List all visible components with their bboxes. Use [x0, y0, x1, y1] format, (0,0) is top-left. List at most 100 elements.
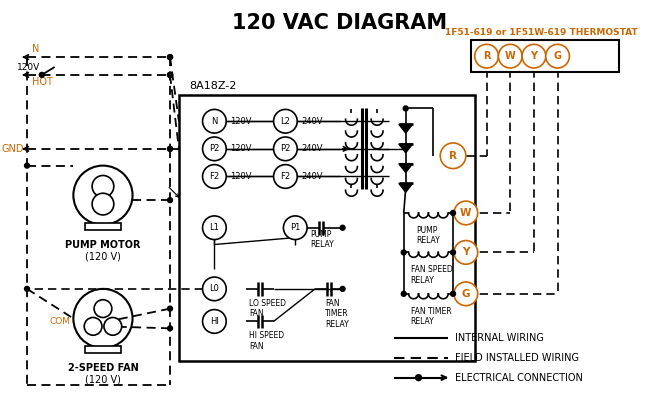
Text: HI: HI [210, 317, 219, 326]
Circle shape [25, 287, 29, 291]
Circle shape [202, 216, 226, 240]
Text: 120V: 120V [230, 145, 252, 153]
Text: Y: Y [462, 247, 470, 257]
Text: L0: L0 [89, 323, 97, 329]
Text: 240V: 240V [302, 172, 323, 181]
Text: P1: P1 [290, 223, 300, 232]
Circle shape [440, 143, 466, 168]
Text: L1: L1 [210, 223, 219, 232]
Text: G: G [553, 51, 561, 61]
Text: HI: HI [109, 323, 117, 329]
Circle shape [340, 287, 345, 291]
Polygon shape [399, 144, 413, 153]
Circle shape [451, 291, 456, 296]
Circle shape [202, 137, 226, 160]
Text: P2: P2 [280, 145, 291, 153]
Circle shape [74, 289, 133, 348]
Circle shape [498, 44, 522, 68]
Circle shape [168, 326, 172, 331]
Circle shape [94, 300, 112, 318]
Circle shape [40, 72, 44, 78]
Text: FAN SPEED
RELAY: FAN SPEED RELAY [411, 265, 452, 285]
Circle shape [202, 109, 226, 133]
Circle shape [273, 165, 297, 188]
Text: R: R [483, 51, 490, 61]
Text: INTERNAL WIRING: INTERNAL WIRING [455, 333, 544, 343]
Circle shape [273, 137, 297, 160]
Text: 240V: 240V [302, 145, 323, 153]
Text: Y: Y [531, 51, 537, 61]
Text: GND: GND [1, 144, 24, 154]
Circle shape [403, 106, 408, 111]
Text: HOT: HOT [32, 77, 53, 87]
Circle shape [168, 54, 172, 59]
Circle shape [92, 176, 114, 197]
Text: COM: COM [50, 317, 70, 326]
Text: 1F51-619 or 1F51W-619 THERMOSTAT: 1F51-619 or 1F51W-619 THERMOSTAT [446, 28, 638, 37]
Circle shape [168, 72, 172, 78]
Text: HI SPEED
FAN: HI SPEED FAN [249, 331, 284, 351]
Text: 2-SPEED FAN: 2-SPEED FAN [68, 363, 138, 373]
Text: 240V: 240V [302, 117, 323, 126]
Text: PUMP MOTOR: PUMP MOTOR [65, 240, 141, 250]
Text: R: R [449, 151, 457, 161]
Text: F2: F2 [209, 172, 220, 181]
Circle shape [283, 216, 307, 240]
Text: ELECTRICAL CONNECTION: ELECTRICAL CONNECTION [455, 372, 583, 383]
Text: 120V: 120V [17, 64, 40, 72]
Text: 120V: 120V [230, 172, 252, 181]
Polygon shape [399, 184, 413, 192]
Circle shape [340, 225, 345, 230]
Circle shape [202, 310, 226, 333]
Circle shape [522, 44, 546, 68]
Bar [179, 95, 475, 361]
Text: W: W [505, 51, 516, 61]
Circle shape [25, 163, 29, 168]
Bar [471, 40, 618, 72]
Circle shape [401, 291, 406, 296]
Bar [85, 223, 121, 230]
Text: P2: P2 [209, 145, 220, 153]
Text: FIELD INSTALLED WIRING: FIELD INSTALLED WIRING [455, 353, 579, 363]
Circle shape [454, 201, 478, 225]
Text: (120 V): (120 V) [85, 251, 121, 261]
Circle shape [202, 277, 226, 301]
Polygon shape [399, 124, 413, 133]
Circle shape [454, 241, 478, 264]
Circle shape [168, 72, 172, 78]
Text: N: N [211, 117, 218, 126]
Text: PUMP
RELAY: PUMP RELAY [310, 230, 334, 249]
Circle shape [401, 250, 406, 255]
Circle shape [454, 282, 478, 305]
Circle shape [84, 318, 102, 335]
Circle shape [168, 54, 172, 59]
Circle shape [104, 318, 122, 335]
Circle shape [92, 193, 114, 215]
Circle shape [168, 198, 172, 203]
Circle shape [546, 44, 570, 68]
Text: W: W [460, 208, 472, 218]
Text: L0: L0 [210, 285, 219, 293]
Text: 120V: 120V [230, 117, 252, 126]
Text: 120 VAC DIAGRAM: 120 VAC DIAGRAM [232, 13, 447, 33]
Bar [85, 346, 121, 353]
Circle shape [451, 250, 456, 255]
Text: LO SPEED
FAN: LO SPEED FAN [249, 299, 286, 318]
Text: L2: L2 [281, 117, 290, 126]
Text: N: N [32, 44, 40, 54]
Text: (120 V): (120 V) [85, 375, 121, 385]
Circle shape [168, 306, 172, 311]
Text: FAN
TIMER
RELAY: FAN TIMER RELAY [325, 299, 348, 328]
Circle shape [475, 44, 498, 68]
Circle shape [74, 166, 133, 225]
Circle shape [451, 210, 456, 215]
Polygon shape [399, 164, 413, 173]
Text: F2: F2 [280, 172, 291, 181]
Text: PUMP
RELAY: PUMP RELAY [417, 226, 440, 245]
Circle shape [168, 146, 172, 151]
Text: FAN TIMER
RELAY: FAN TIMER RELAY [411, 307, 452, 326]
Circle shape [168, 146, 172, 151]
Text: G: G [462, 289, 470, 299]
Text: 8A18Z-2: 8A18Z-2 [189, 81, 236, 91]
Circle shape [273, 109, 297, 133]
